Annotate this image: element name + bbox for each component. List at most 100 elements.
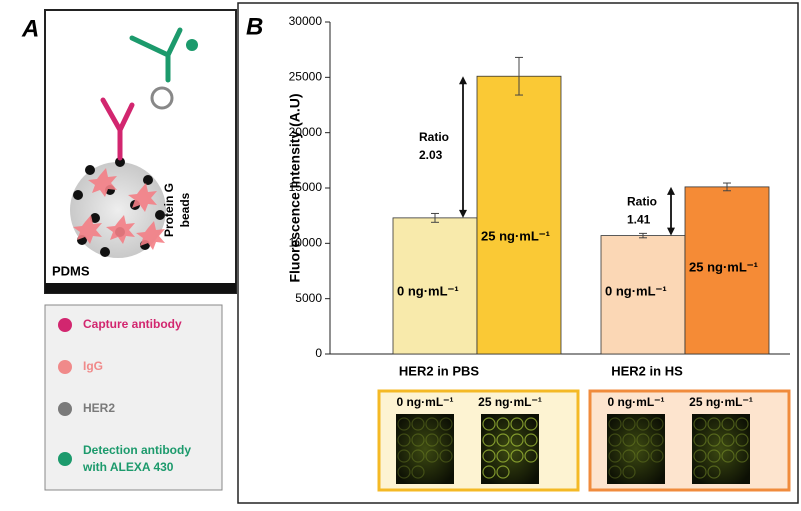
bar-label: 25 ng·mL⁻¹ [481, 228, 550, 243]
bar [476, 75, 562, 355]
cell [425, 449, 439, 463]
y-tick-label: 15000 [289, 180, 323, 194]
cell [622, 433, 636, 447]
cell [650, 449, 664, 463]
bar-label: 25 ng·mL⁻¹ [689, 259, 758, 274]
legend-label: Detection antibody [83, 443, 191, 457]
cell [650, 417, 664, 431]
cell [735, 449, 749, 463]
cell [707, 465, 721, 479]
inset-label: 0 ng·mL⁻¹ [608, 395, 665, 409]
pdms-label: PDMS [52, 263, 90, 278]
legend-label: IgG [83, 359, 103, 373]
micrograph [607, 414, 665, 484]
legend-icon [58, 360, 72, 374]
x-tick-label: HER2 in HS [611, 363, 683, 378]
her2-icon [150, 86, 174, 110]
cell [622, 417, 636, 431]
cell [411, 449, 425, 463]
cell [721, 417, 735, 431]
inset-label: 0 ng·mL⁻¹ [397, 395, 454, 409]
legend-label: Capture antibody [83, 317, 182, 331]
cell [510, 449, 524, 463]
legend-icon [58, 452, 72, 466]
y-tick-label: 0 [315, 346, 322, 360]
legend-label: with ALEXA 430 [82, 460, 174, 474]
legend-icon [58, 402, 72, 416]
bar [684, 186, 770, 355]
cell [622, 465, 636, 479]
cell [735, 417, 749, 431]
cell [707, 417, 721, 431]
legend-icon [58, 318, 72, 332]
annotation: 1.41 [627, 212, 651, 226]
bar-label: 0 ng·mL⁻¹ [605, 283, 667, 298]
capture-antibody [100, 97, 135, 161]
bar [600, 235, 686, 355]
bar-label: 0 ng·mL⁻¹ [397, 283, 459, 298]
cell [721, 433, 735, 447]
cell [524, 433, 538, 447]
annotation: 2.03 [419, 148, 443, 162]
bead-label: beads [178, 192, 192, 227]
arrow-head [667, 186, 675, 195]
x-tick-label: HER2 in PBS [399, 363, 480, 378]
micrograph [396, 414, 454, 484]
y-tick-label: 25000 [289, 70, 323, 84]
bar [392, 217, 478, 355]
cell [482, 449, 496, 463]
cell [735, 433, 749, 447]
inset-label: 25 ng·mL⁻¹ [689, 395, 753, 409]
panel-label: B [246, 13, 263, 40]
cell [425, 433, 439, 447]
cell [397, 465, 411, 479]
cell [397, 433, 411, 447]
cell [496, 465, 510, 479]
annotation: Ratio [419, 130, 449, 144]
detection-antibody [129, 27, 183, 83]
cell [608, 449, 622, 463]
cell [510, 433, 524, 447]
y-tick-label: 10000 [289, 236, 323, 250]
micrograph [692, 414, 750, 484]
y-axis-title: Fluorescence Intensity (A.U) [287, 93, 303, 282]
y-tick-label: 30000 [289, 14, 323, 28]
cell [482, 417, 496, 431]
cell [439, 433, 453, 447]
cell [411, 417, 425, 431]
cell [411, 433, 425, 447]
cell [425, 417, 439, 431]
cell [608, 417, 622, 431]
cell [439, 417, 453, 431]
cell [622, 449, 636, 463]
cell [693, 417, 707, 431]
cell [721, 449, 735, 463]
alexa-dye [186, 39, 198, 51]
panel-label: A [21, 15, 39, 42]
arrow-head [459, 209, 467, 218]
pdms-base [45, 283, 236, 293]
cell [496, 449, 510, 463]
cell [608, 465, 622, 479]
cell [636, 433, 650, 447]
cell [397, 449, 411, 463]
igg-stars [73, 168, 165, 250]
cell [524, 417, 538, 431]
cell [650, 433, 664, 447]
cell [510, 417, 524, 431]
cell [707, 433, 721, 447]
cell [439, 449, 453, 463]
cell [636, 449, 650, 463]
cell [707, 449, 721, 463]
y-tick-label: 20000 [289, 125, 323, 139]
y-tick-label: 5000 [295, 291, 322, 305]
cell [524, 449, 538, 463]
annotation: Ratio [627, 194, 657, 208]
cell [482, 433, 496, 447]
inset-label: 25 ng·mL⁻¹ [478, 395, 542, 409]
cell [482, 465, 496, 479]
micrograph [481, 414, 539, 484]
cell [496, 433, 510, 447]
cell [608, 433, 622, 447]
